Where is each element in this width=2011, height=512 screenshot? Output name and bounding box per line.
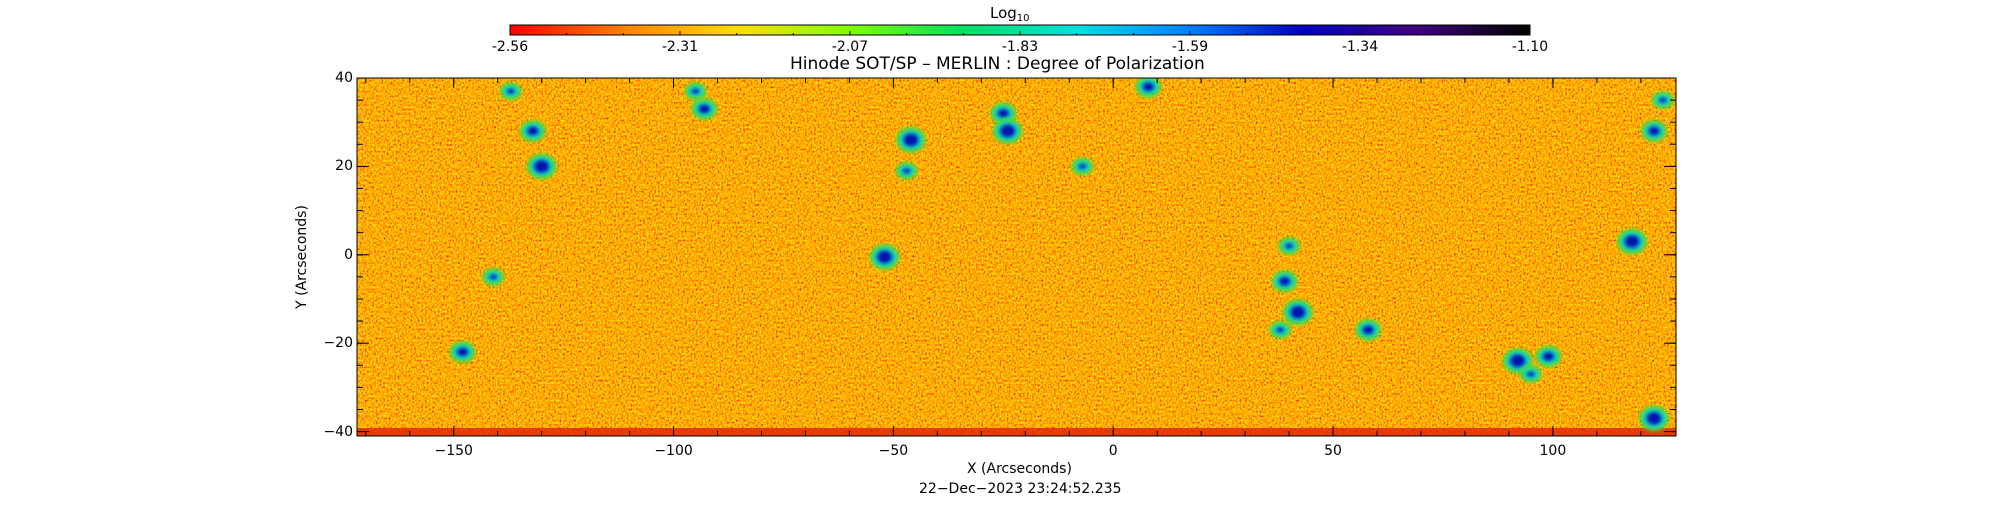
plot-frame	[356, 77, 1677, 437]
polarization-patch	[1282, 299, 1313, 326]
y-axis-ticks	[357, 77, 1676, 433]
polarization-patch	[1641, 120, 1668, 143]
patch-core	[1285, 242, 1294, 249]
patch-core	[1648, 126, 1661, 137]
polarization-patch	[691, 97, 718, 120]
polarization-patch	[1269, 320, 1292, 339]
polarization-patch	[1135, 78, 1162, 98]
polarization-patch	[1651, 91, 1674, 110]
polarization-patch	[895, 126, 926, 153]
polarization-patches	[449, 78, 1674, 432]
polarization-patch	[1271, 270, 1298, 293]
polarization-patch	[519, 120, 546, 143]
colorbar-tick-label: -1.34	[1341, 39, 1379, 55]
patch-core	[1142, 81, 1155, 92]
colorbar-title-main: Log	[990, 4, 1017, 22]
x-tick-label: 50	[1324, 443, 1342, 459]
polarization-patch	[1278, 236, 1301, 255]
patch-core	[1509, 353, 1526, 368]
colorbar-title-sub: 10	[1016, 13, 1030, 24]
colorbar-tick-label: -2.07	[831, 39, 869, 55]
x-tick-label: −100	[654, 443, 693, 459]
polarization-patch	[526, 153, 557, 180]
patch-core	[876, 250, 893, 264]
polarization-patch	[449, 341, 476, 364]
x-tick-label: 100	[1539, 443, 1567, 459]
polarization-patch	[482, 267, 505, 286]
patch-core	[1362, 324, 1375, 335]
patch-core	[902, 132, 919, 147]
patch-core	[1278, 276, 1291, 287]
patch-core	[997, 108, 1010, 119]
patch-core	[1289, 305, 1306, 320]
polarization-patch	[869, 244, 900, 270]
polarization-patch	[684, 82, 707, 101]
patch-core	[526, 126, 539, 137]
colorbar-tick-label: -1.83	[1001, 39, 1039, 55]
polarization-patch	[1519, 365, 1542, 384]
y-tick-label: 40	[335, 70, 353, 86]
y-tick-label: 0	[344, 246, 353, 263]
patch-core	[1542, 351, 1555, 362]
colorbar-tick-label: -1.10	[1511, 39, 1549, 55]
x-axis-ticks	[365, 78, 1642, 436]
polarization-patch	[1355, 318, 1382, 341]
patch-core	[902, 167, 911, 174]
patch-core	[1526, 371, 1535, 378]
patch-core	[691, 88, 700, 95]
patch-core	[698, 103, 711, 114]
colorbar-tick-label: -1.59	[1171, 39, 1209, 55]
heatmap	[357, 78, 1676, 436]
polarization-patch	[1535, 345, 1562, 368]
patch-core	[1078, 163, 1087, 170]
patch-core	[1646, 411, 1663, 426]
x-tick-label: −50	[878, 443, 909, 459]
timestamp: 22−Dec−2023 23:24:52.235	[919, 481, 1122, 497]
colorbar-title: Log10	[990, 6, 1030, 24]
polarization-patch	[895, 161, 918, 180]
y-tick-label: −40	[323, 423, 353, 440]
y-tick-label: 20	[335, 158, 353, 175]
patch-core	[456, 347, 469, 358]
polarization-patch	[1071, 157, 1094, 176]
polarization-patch	[1617, 228, 1648, 255]
plot-title: Hinode SOT/SP – MERLIN : Degree of Polar…	[790, 54, 1205, 74]
patch-core	[506, 88, 515, 95]
patch-core	[1624, 234, 1641, 249]
heatmap-bottom-band	[357, 428, 1676, 436]
patch-core	[489, 273, 498, 280]
polarization-patch	[1639, 405, 1670, 432]
x-axis-label: X (Arcseconds)	[967, 461, 1072, 477]
y-tick-label: −20	[323, 335, 353, 352]
patch-core	[1276, 326, 1285, 333]
x-tick-label: 0	[1108, 443, 1118, 459]
polarization-patch	[499, 82, 522, 101]
colorbar-tick-label: -2.56	[491, 39, 529, 55]
colorbar-tick-label: -2.31	[661, 39, 699, 55]
patch-core	[999, 124, 1016, 139]
polarization-patch	[992, 118, 1023, 145]
x-tick-label: −150	[434, 443, 473, 459]
patch-core	[533, 159, 550, 174]
colorbar-ticks	[509, 31, 1531, 35]
y-axis-label: Y (Arcseconds)	[293, 205, 310, 309]
patch-core	[1658, 97, 1667, 104]
